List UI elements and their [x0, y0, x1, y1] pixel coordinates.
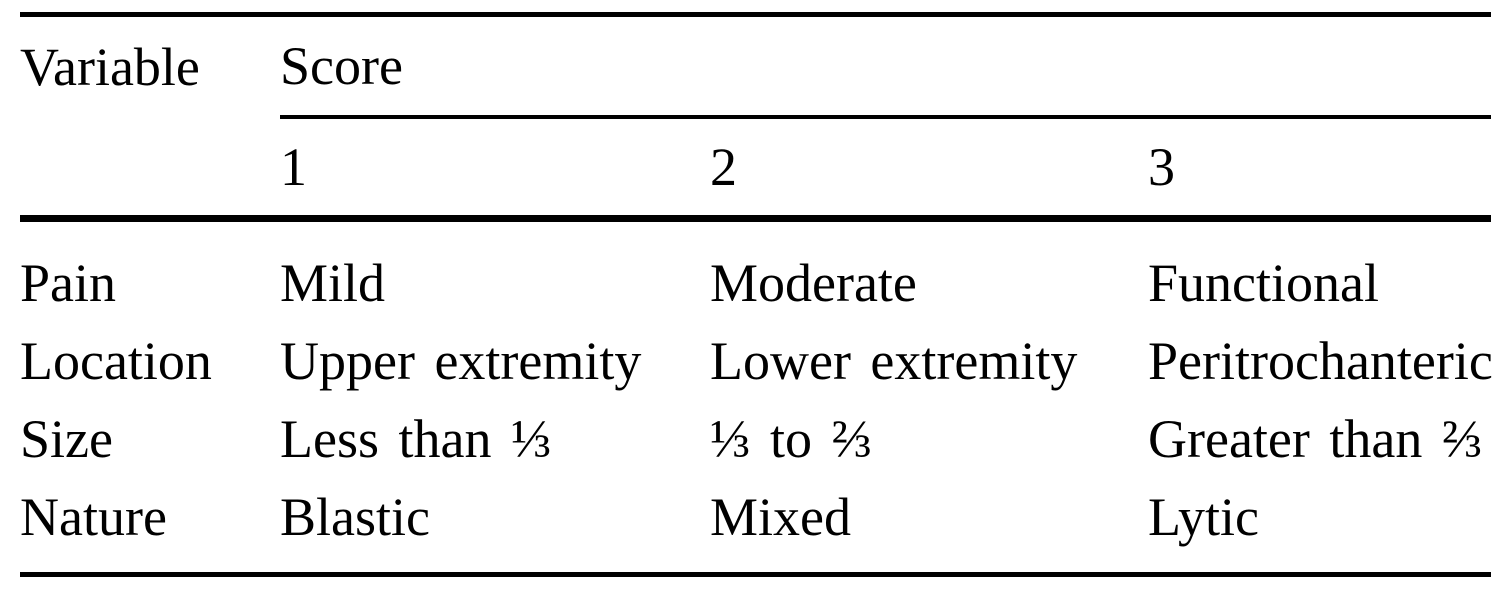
cell-score2: Moderate — [710, 253, 917, 313]
empty-header-cell — [20, 117, 280, 222]
cell-score1: Upper extremity — [280, 331, 642, 391]
table-row-pain: Pain Mild Moderate Functional — [20, 219, 1491, 323]
score-level-2-header: 2 — [710, 117, 1148, 222]
header-row-variable-score: Variable Score — [20, 14, 1491, 119]
cell-score1: Mild — [280, 253, 386, 313]
table-row-nature: Nature Blastic Mixed Lytic — [20, 478, 1491, 575]
cell-score3: Lytic — [1148, 487, 1259, 547]
cell-score2: ⅓ to ⅔ — [710, 409, 873, 469]
score-level-1-header: 1 — [280, 117, 710, 222]
row-label: Size — [20, 409, 113, 469]
variable-column-header: Variable — [20, 37, 200, 97]
scoring-table: Variable Score 1 2 3 Pain Mild Moderate … — [20, 12, 1493, 577]
row-label: Location — [20, 331, 212, 391]
cell-score2: Mixed — [710, 487, 851, 547]
cell-score3: Greater than ⅔ — [1148, 409, 1483, 469]
cell-score2: Lower extremity — [710, 331, 1078, 391]
cell-score1: Blastic — [280, 487, 430, 547]
table-body: Pain Mild Moderate Functional Location U… — [20, 219, 1493, 575]
cell-score3: Functional — [1148, 253, 1379, 313]
table-header: Variable Score 1 2 3 — [20, 14, 1491, 222]
header-row-score-levels: 1 2 3 — [20, 117, 1491, 222]
row-label: Pain — [20, 253, 117, 313]
cell-score1: Less than ⅓ — [280, 409, 552, 469]
score-column-group-header: Score — [280, 14, 1491, 119]
table-row-size: Size Less than ⅓ ⅓ to ⅔ Greater than ⅔ — [20, 400, 1491, 478]
score-level-3-header: 3 — [1148, 117, 1491, 222]
row-label: Nature — [20, 487, 167, 547]
cell-score3: Peritrochanteric — [1148, 331, 1493, 391]
table-row-location: Location Upper extremity Lower extremity… — [20, 322, 1493, 400]
